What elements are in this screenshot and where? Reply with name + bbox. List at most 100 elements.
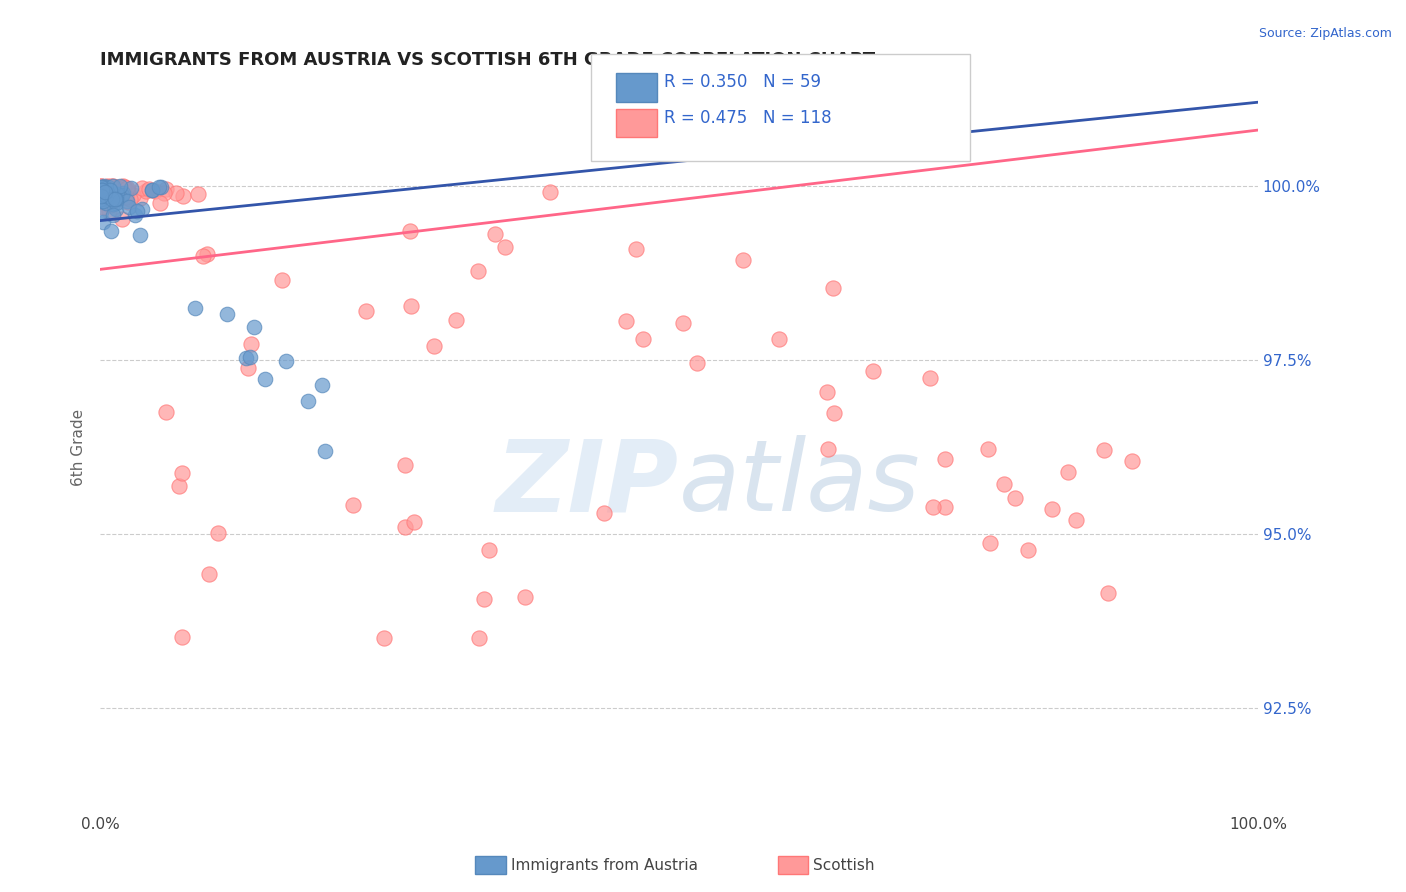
Point [91,181,114,195]
Point [117,181,139,195]
Point [513,590,536,604]
Point [404,515,426,529]
Point [96,182,118,196]
Point [207,525,229,540]
Point [93,184,115,198]
Point [104,196,127,211]
Point [105,180,128,194]
Point [97,186,120,200]
Point [90,205,112,219]
Point [270,273,292,287]
Point [98,198,121,212]
Point [823,406,845,420]
Point [733,252,755,267]
Point [101,178,124,193]
Point [101,179,124,194]
Point [314,444,336,458]
Point [243,320,266,334]
Point [254,372,277,386]
Point [125,203,148,218]
Point [124,208,146,222]
Point [112,180,135,194]
Point [90,189,112,203]
Point [97,194,120,209]
Point [111,212,134,227]
Text: Source: ZipAtlas.com: Source: ZipAtlas.com [1258,27,1392,40]
Point [373,632,395,646]
Point [153,186,176,200]
Point [920,371,942,385]
Point [235,351,257,365]
Point [128,191,150,205]
Point [96,186,118,200]
Point [104,180,127,194]
Point [111,186,134,201]
Point [93,179,115,194]
Point [1064,513,1087,527]
Point [138,182,160,196]
Point [93,187,115,202]
Point [184,301,207,315]
Point [141,183,163,197]
Point [239,351,262,365]
Point [167,479,190,493]
Point [91,215,114,229]
Point [90,178,112,193]
Point [96,189,118,203]
Point [198,567,221,582]
Point [90,192,112,206]
Point [108,179,131,194]
Point [399,299,422,313]
Point [862,364,884,378]
Point [685,356,707,370]
Point [297,394,319,409]
Point [538,185,561,199]
Point [1004,491,1026,505]
Point [104,192,127,206]
Point [494,240,516,254]
Point [90,194,112,209]
Point [98,186,121,200]
Point [105,180,128,194]
Point [240,337,263,351]
Point [468,632,491,646]
Point [444,313,467,327]
Point [115,194,138,209]
Point [817,442,839,456]
Point [993,477,1015,491]
Point [815,385,838,400]
Point [768,332,790,346]
Point [1121,454,1143,468]
Point [823,281,845,295]
Point [165,186,187,200]
Point [467,264,489,278]
Point [122,188,145,202]
Point [342,498,364,512]
Point [276,353,298,368]
Point [93,186,115,201]
Point [145,185,167,199]
Point [170,466,193,480]
Point [90,179,112,194]
Point [111,179,134,194]
Point [100,224,122,238]
Point [478,542,501,557]
Text: R = 0.475   N = 118: R = 0.475 N = 118 [664,109,831,127]
Point [120,181,142,195]
Point [94,195,117,210]
Point [94,194,117,209]
Point [97,179,120,194]
Point [94,186,117,200]
Point [105,193,128,207]
Point [128,227,150,242]
Point [979,536,1001,550]
Point [94,182,117,196]
Text: IMMIGRANTS FROM AUSTRIA VS SCOTTISH 6TH GRADE CORRELATION CHART: IMMIGRANTS FROM AUSTRIA VS SCOTTISH 6TH … [100,51,876,69]
Y-axis label: 6th Grade: 6th Grade [72,409,86,485]
Point [91,180,114,194]
Point [131,202,153,216]
Point [93,183,115,197]
Point [155,405,177,419]
Point [105,185,128,199]
Point [672,316,695,330]
